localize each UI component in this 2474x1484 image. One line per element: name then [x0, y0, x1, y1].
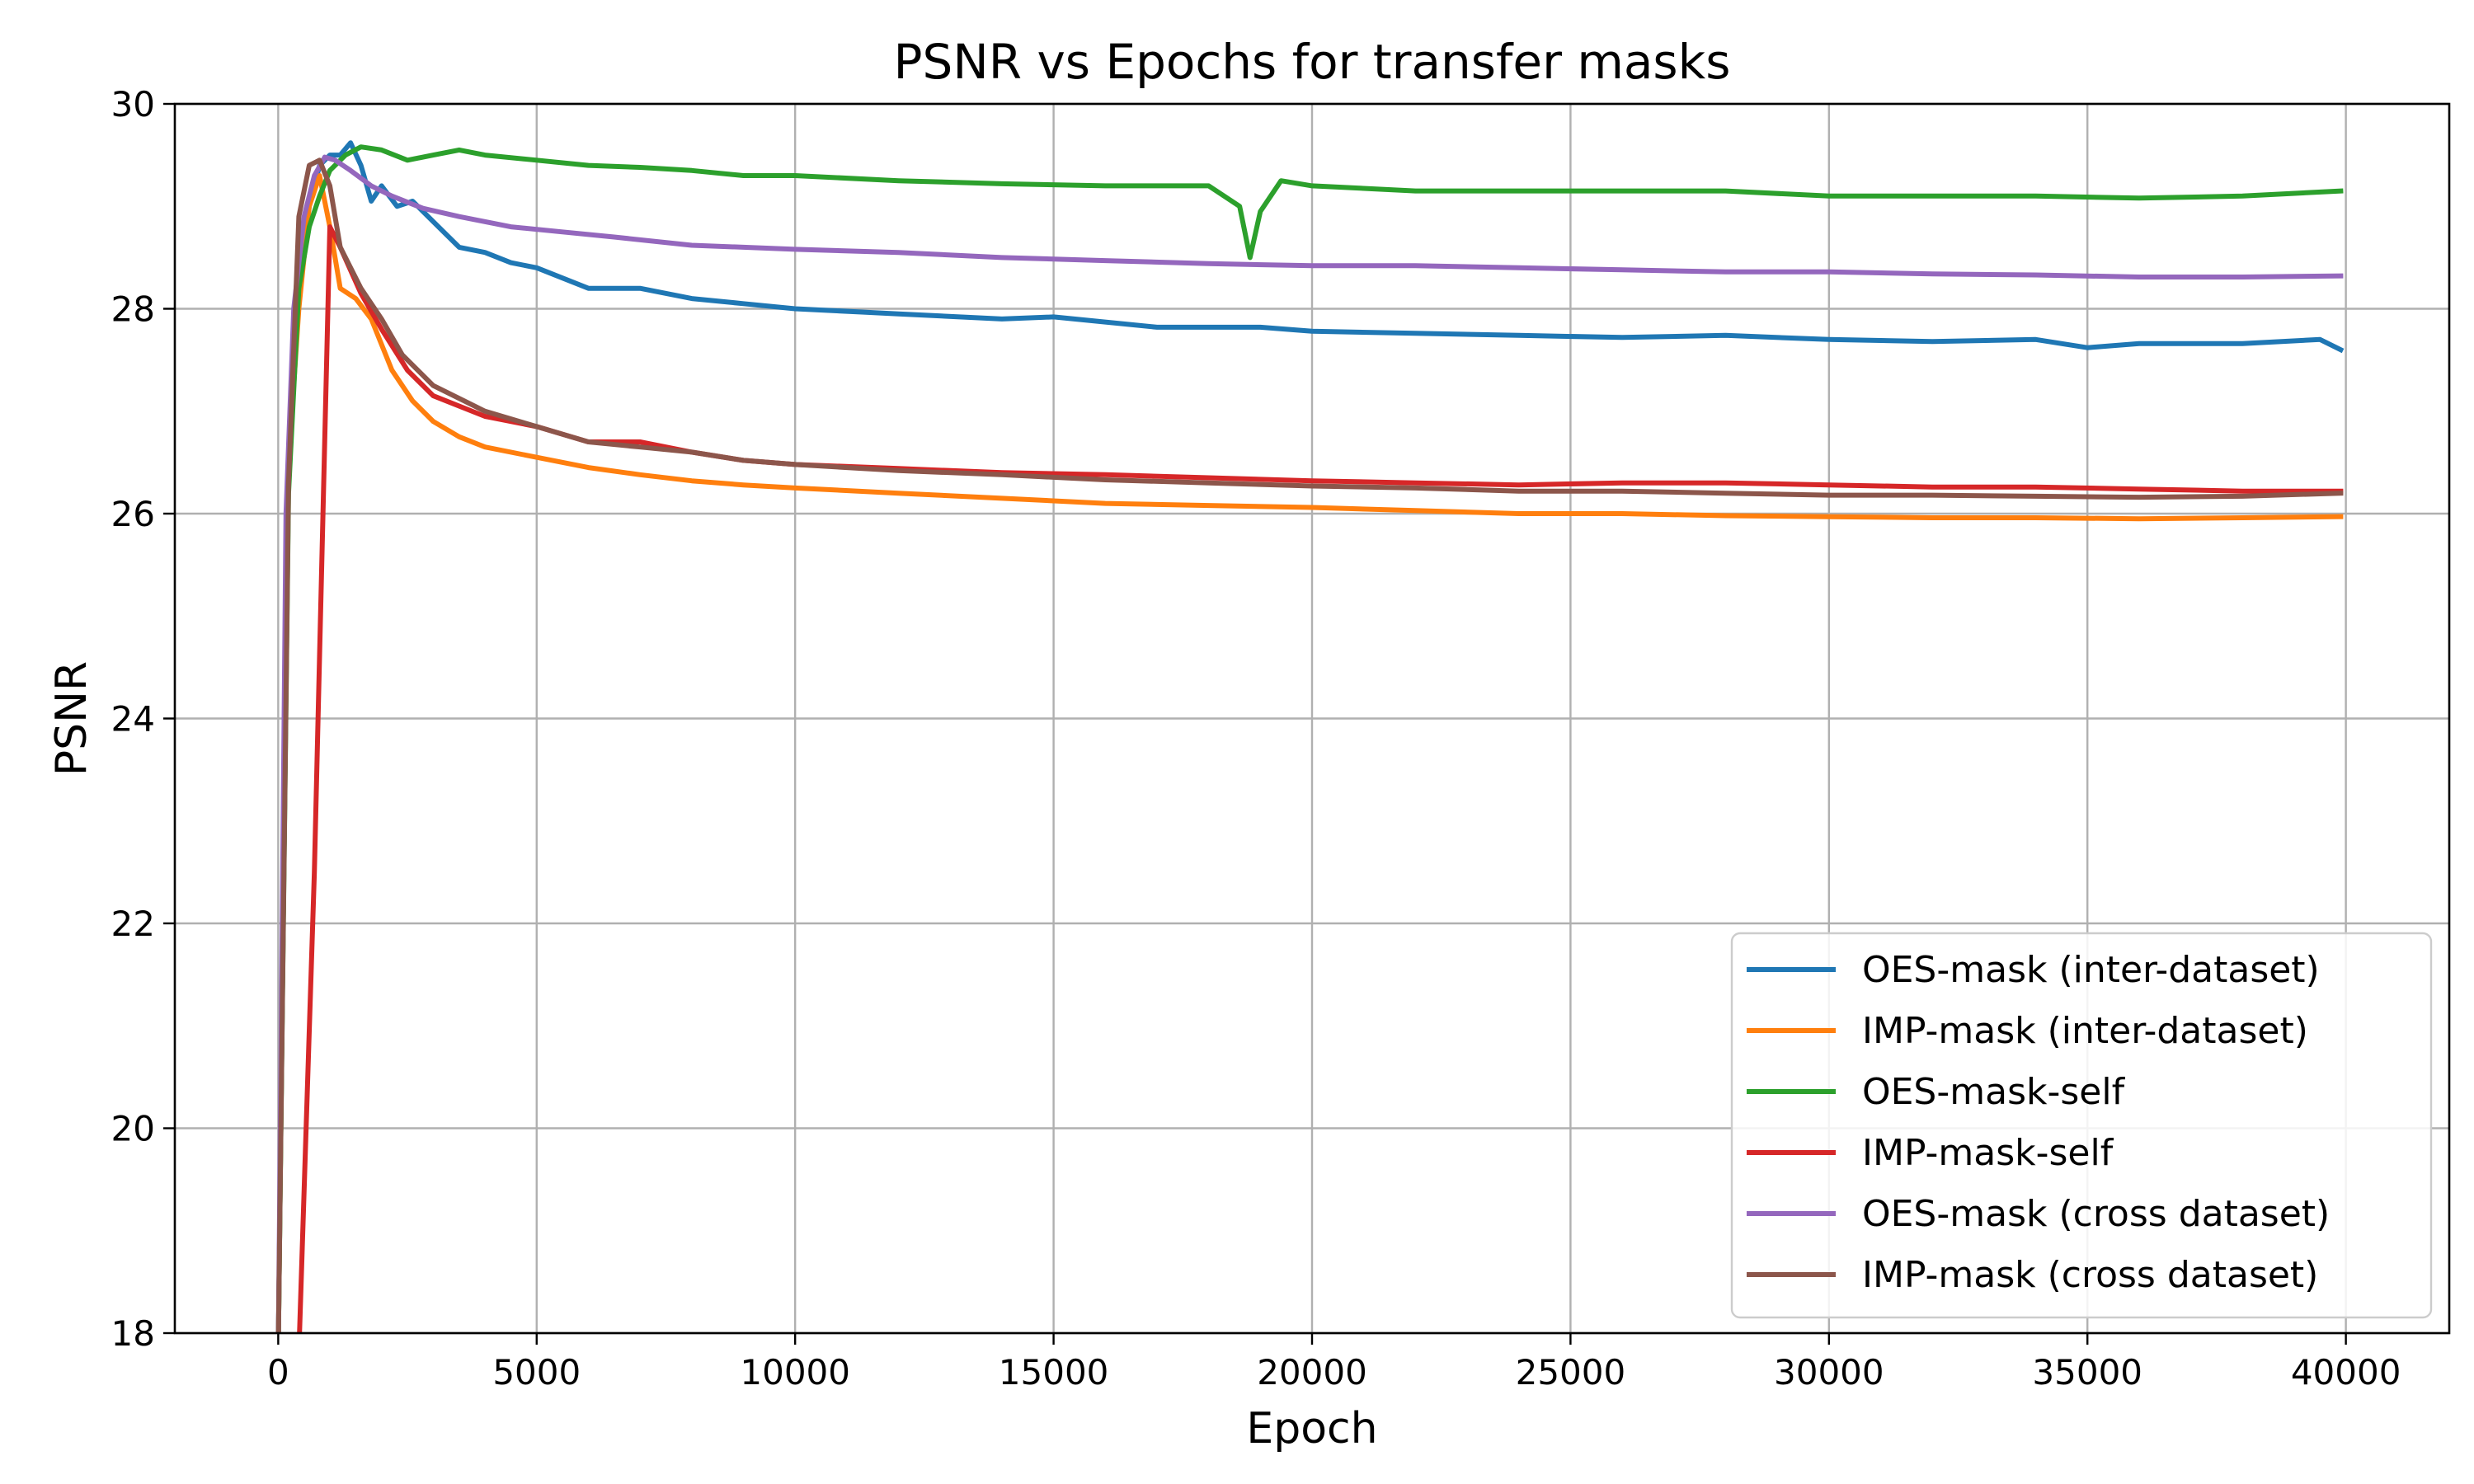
- y-axis-label: PSNR: [47, 661, 96, 776]
- legend-label: OES-mask-self: [1862, 1071, 2126, 1113]
- x-tick-label: 25000: [1516, 1352, 1626, 1392]
- y-tick-label: 24: [111, 699, 155, 740]
- y-tick-label: 20: [111, 1109, 155, 1149]
- x-tick-label: 5000: [492, 1352, 581, 1392]
- x-tick-label: 0: [267, 1352, 289, 1392]
- series-layer: [275, 140, 2345, 1333]
- legend-box: [1730, 932, 2433, 1319]
- legend: OES-mask (inter-dataset) IMP-mask (inter-…: [1730, 932, 2433, 1319]
- chart-title: PSNR vs Epochs for transfer masks: [894, 34, 1731, 90]
- series-line-2: [275, 173, 2344, 1333]
- y-tick-label: 30: [111, 84, 155, 124]
- x-tick-label: 15000: [999, 1352, 1109, 1392]
- y-tick-label: 22: [111, 904, 155, 944]
- series-line-5: [275, 154, 2344, 1333]
- y-axis-ticks: 18 20 22 24 26 28 30: [111, 84, 175, 1354]
- legend-label: OES-mask (cross dataset): [1862, 1193, 2330, 1235]
- x-axis-ticks: 0 5000 10000 15000 20000 25000 30000 35000 40000: [267, 1333, 2401, 1392]
- x-tick-label: 35000: [2032, 1352, 2142, 1392]
- series-line-1: [275, 140, 2345, 1333]
- y-tick-label: 18: [111, 1313, 155, 1354]
- x-tick-label: 30000: [1774, 1352, 1884, 1392]
- legend-label: IMP-mask (cross dataset): [1862, 1254, 2318, 1296]
- legend-label: IMP-mask (inter-dataset): [1862, 1010, 2308, 1052]
- legend-label: OES-mask (inter-dataset): [1862, 949, 2320, 991]
- series-line-6: [275, 157, 2344, 1333]
- legend-label: IMP-mask-self: [1862, 1132, 2114, 1174]
- x-tick-label: 10000: [740, 1352, 850, 1392]
- x-axis-label: Epoch: [1246, 1404, 1377, 1453]
- y-tick-label: 28: [111, 289, 155, 330]
- x-tick-label: 20000: [1257, 1352, 1367, 1392]
- x-tick-label: 40000: [2291, 1352, 2401, 1392]
- series-line-3: [275, 144, 2344, 1333]
- y-tick-label: 26: [111, 494, 155, 534]
